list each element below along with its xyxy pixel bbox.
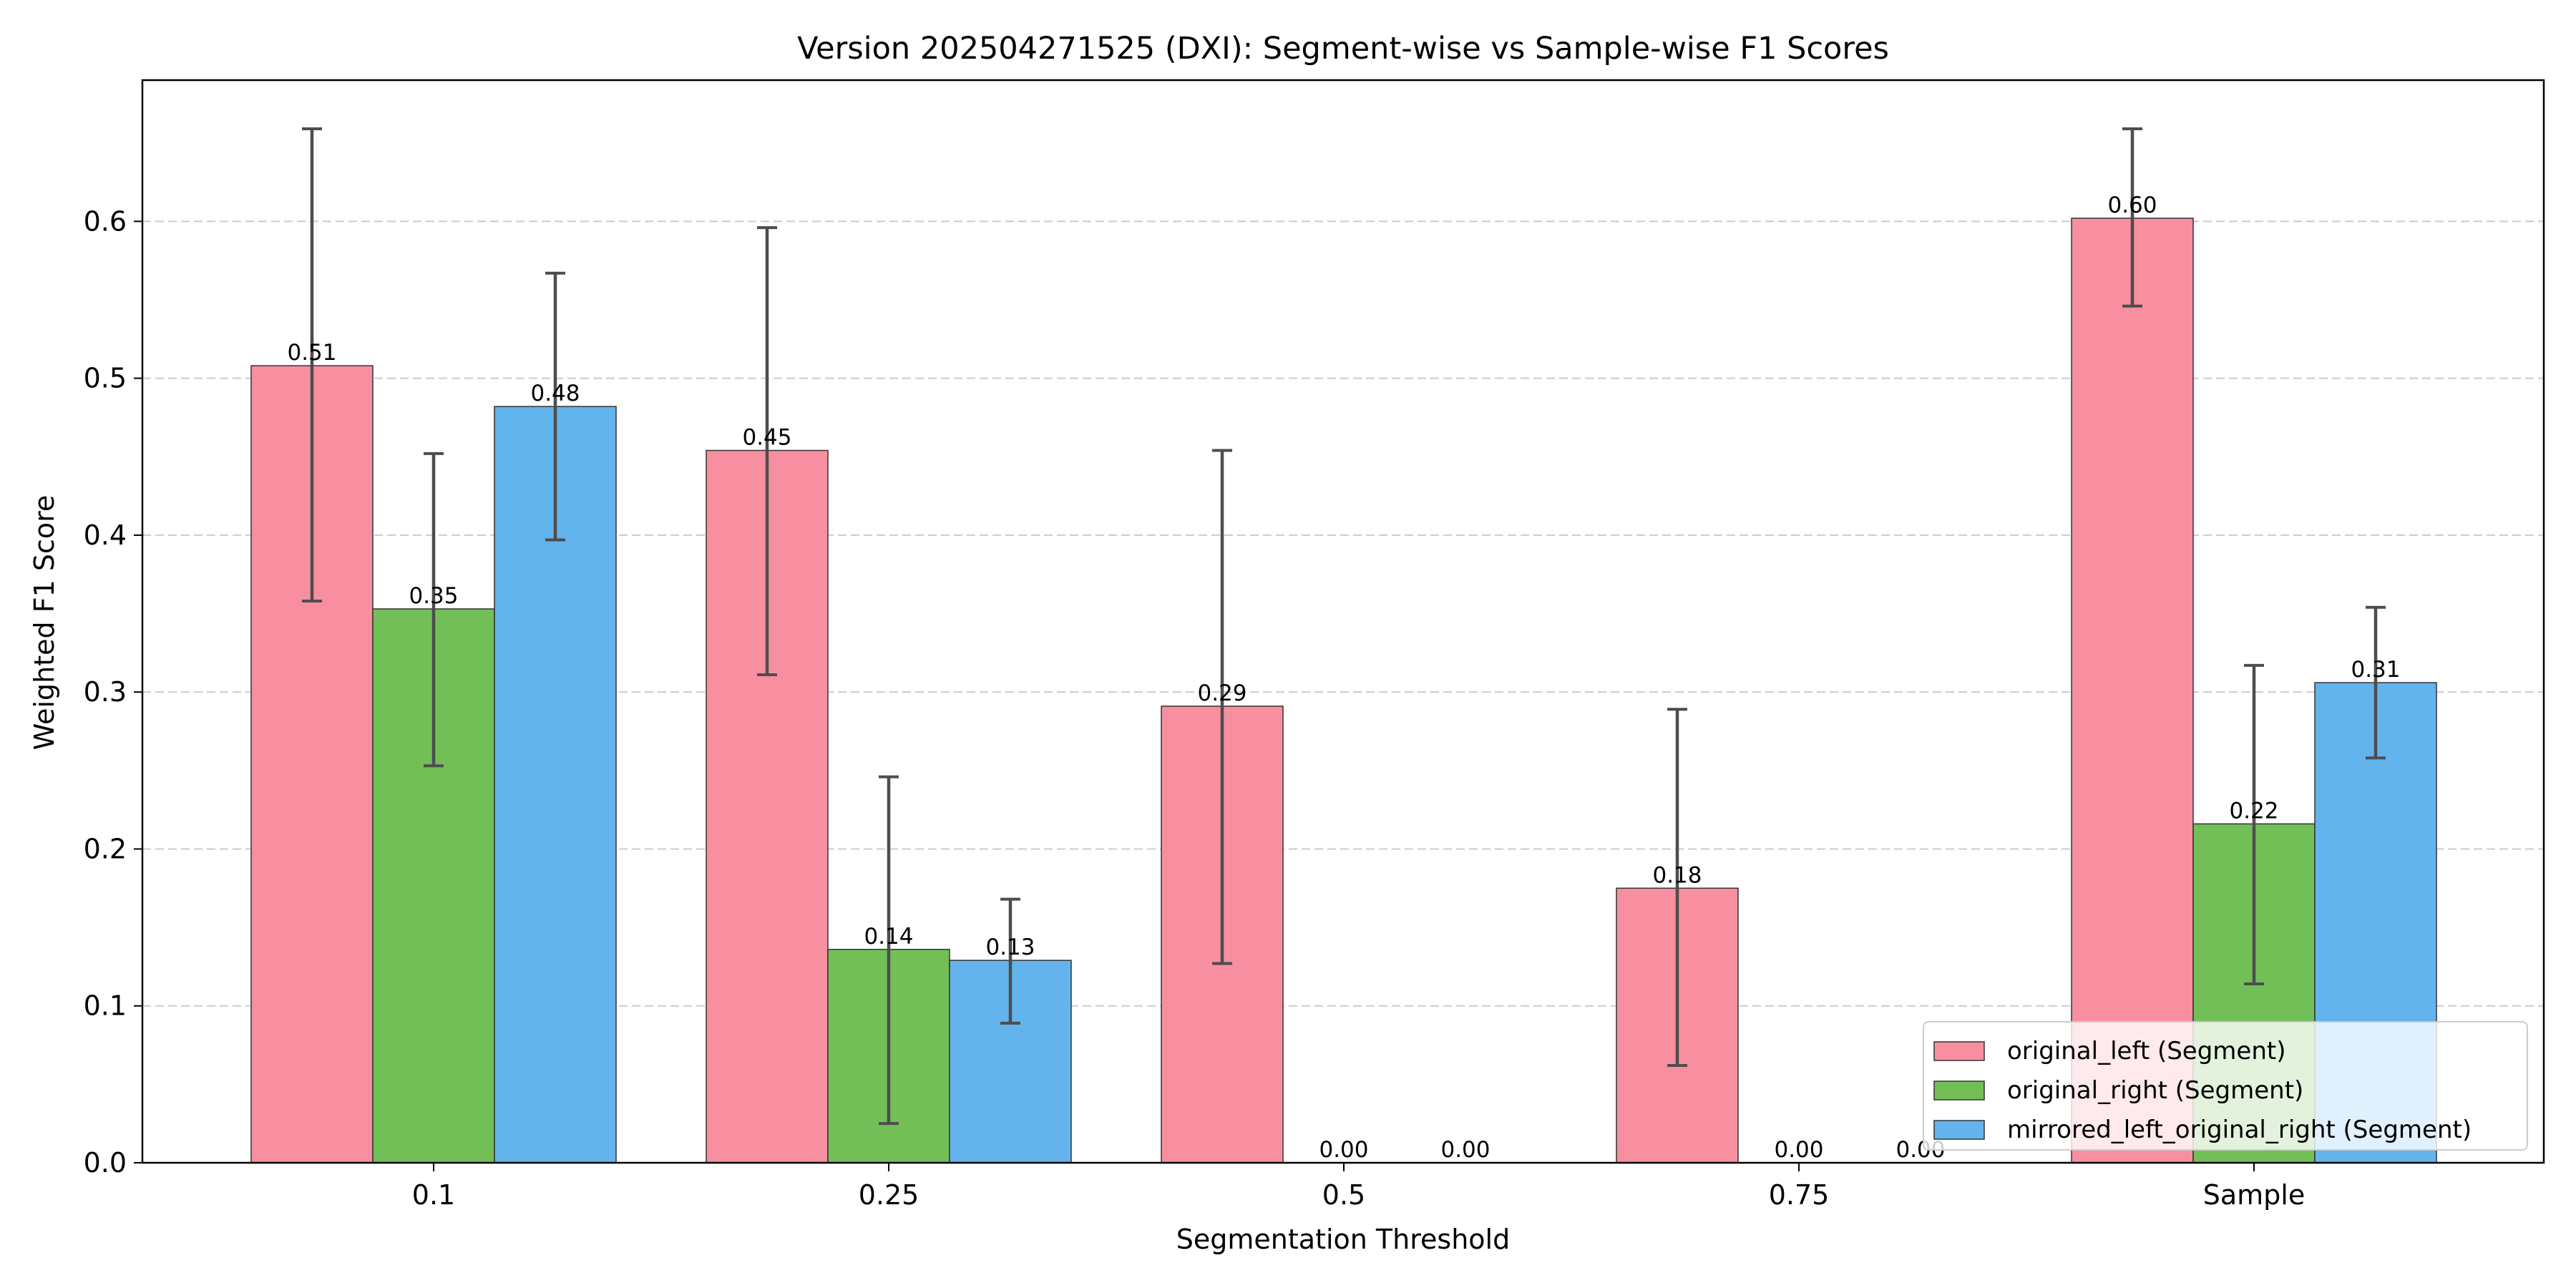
legend-entry-1: original_right (Segment) [2007,1076,2303,1105]
y-tick-label-0: 0.0 [84,1147,127,1179]
x-tick-label-2: 0.5 [1322,1179,1365,1211]
chart-title: Version 202504271525 (DXI): Segment-wise… [797,31,1889,67]
legend-box [1923,1021,2528,1151]
bar-value-label-s1-c0: 0.35 [409,583,458,609]
legend-entry-0: original_left (Segment) [2007,1037,2286,1065]
y-tick-label-5: 0.5 [84,363,127,394]
bar-value-label-s1-c1: 0.14 [864,924,913,950]
bar-value-label-s0-c3: 0.18 [1652,862,1702,888]
y-tick-label-1: 0.1 [84,990,127,1022]
y-tick-label-2: 0.2 [84,833,127,864]
x-tick-label-4: Sample [2203,1179,2305,1211]
legend-swatch-1 [1933,1080,1985,1101]
y-axis: 0.0 0.1 0.2 0.3 0.4 0.5 0.6 [84,205,142,1179]
bar-value-label-s1-c4: 0.22 [2229,798,2278,824]
bar-value-labels: 0.51 0.45 0.29 0.18 0.60 0.35 0.14 0.00 0.00 0.22… [287,192,2400,1163]
x-tick-label-0: 0.1 [412,1179,455,1211]
bar-value-label-s0-c2: 0.29 [1197,680,1246,706]
legend-swatch-0 [1933,1041,1985,1061]
x-tick-label-1: 0.25 [859,1179,919,1211]
bar-value-label-s2-c1: 0.13 [985,935,1035,960]
x-axis: 0.1 0.25 0.5 0.75 Sample [412,1163,2305,1211]
bar-value-label-s0-c0: 0.51 [287,340,336,366]
bar-value-label-s2-c0: 0.48 [530,381,580,406]
legend-swatch-2 [1933,1120,1985,1140]
bar-value-label-s1-c3: 0.00 [1774,1137,1823,1163]
bar-s0-c4 [2071,218,2194,1163]
x-tick-label-3: 0.75 [1769,1179,1830,1211]
bar-value-label-s0-c4: 0.60 [2107,192,2157,218]
error-bars-layer [302,127,2386,1126]
bar-value-label-s1-c2: 0.00 [1319,1137,1368,1163]
x-axis-label: Segmentation Threshold [1176,1224,1510,1255]
bar-value-label-s0-c1: 0.45 [742,424,791,450]
legend-entry-2: mirrored_left_original_right (Segment) [2007,1116,2472,1144]
y-tick-label-4: 0.4 [84,519,127,551]
y-tick-label-3: 0.3 [84,676,127,708]
legend: original_left (Segment) original_right (S… [1923,1021,2528,1151]
y-axis-label: Weighted F1 Score [29,495,60,751]
y-tick-label-6: 0.6 [84,205,127,237]
bar-value-label-s2-c2: 0.00 [1440,1137,1490,1163]
bar-value-label-s2-c4: 0.31 [2351,657,2400,683]
